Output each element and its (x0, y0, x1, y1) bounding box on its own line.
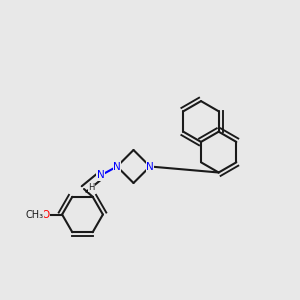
Text: CH₃: CH₃ (25, 209, 43, 220)
Text: N: N (146, 161, 154, 172)
Text: N: N (113, 161, 121, 172)
Text: H: H (88, 183, 95, 192)
Text: O: O (41, 209, 50, 220)
Text: N: N (97, 170, 104, 181)
